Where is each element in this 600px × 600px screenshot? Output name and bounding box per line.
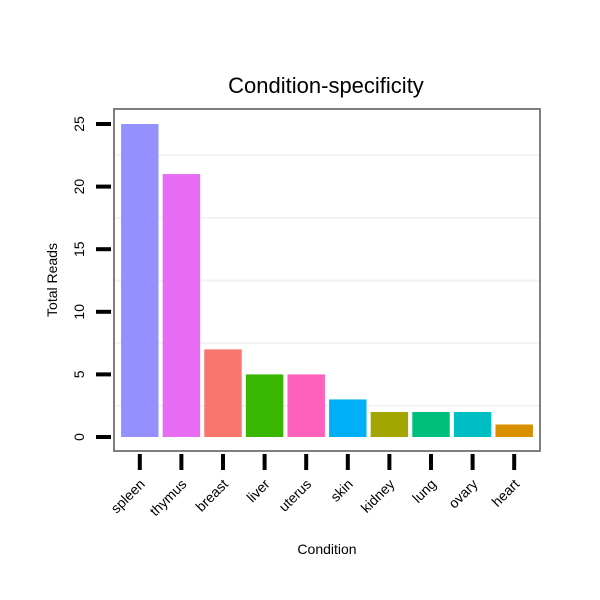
x-axis-label: Condition [297,541,356,557]
bar-liver [245,374,284,437]
x-tick-label-lung: lung [409,476,439,506]
bar-heart [495,424,533,437]
x-tick-label-uterus: uterus [275,476,314,515]
bar-lung [412,411,450,437]
plot-frame [113,108,541,452]
bar-kidney [370,411,409,437]
y-tick-label: 5 [71,370,87,378]
x-tick-label-ovary: ovary [445,476,481,512]
bar-spleen [121,124,159,437]
x-tick-label-skin: skin [327,476,356,505]
x-tick-label-liver: liver [243,476,273,506]
bar-breast [204,349,242,437]
y-tick-label: 20 [71,179,87,195]
y-tick-label: 25 [71,116,87,132]
chart-title: Condition-specificity [228,73,424,98]
bar-thymus [162,174,201,437]
bars [121,124,533,437]
x-tick-label-thymus: thymus [146,476,189,519]
y-axis-label: Total Reads [44,243,60,317]
y-tick-label: 0 [71,433,87,441]
x-tick-label-kidney: kidney [358,476,398,516]
bar-ovary [453,411,492,437]
bar-skin [329,399,367,437]
x-tick-label-breast: breast [192,476,231,515]
y-tick-label: 15 [71,241,87,257]
bar-uterus [287,374,325,437]
x-tick-label-heart: heart [488,476,522,510]
y-tick-label: 10 [71,304,87,320]
x-tick-label-spleen: spleen [107,476,147,516]
y-axis: 0 5 10 15 20 25 [71,116,111,441]
